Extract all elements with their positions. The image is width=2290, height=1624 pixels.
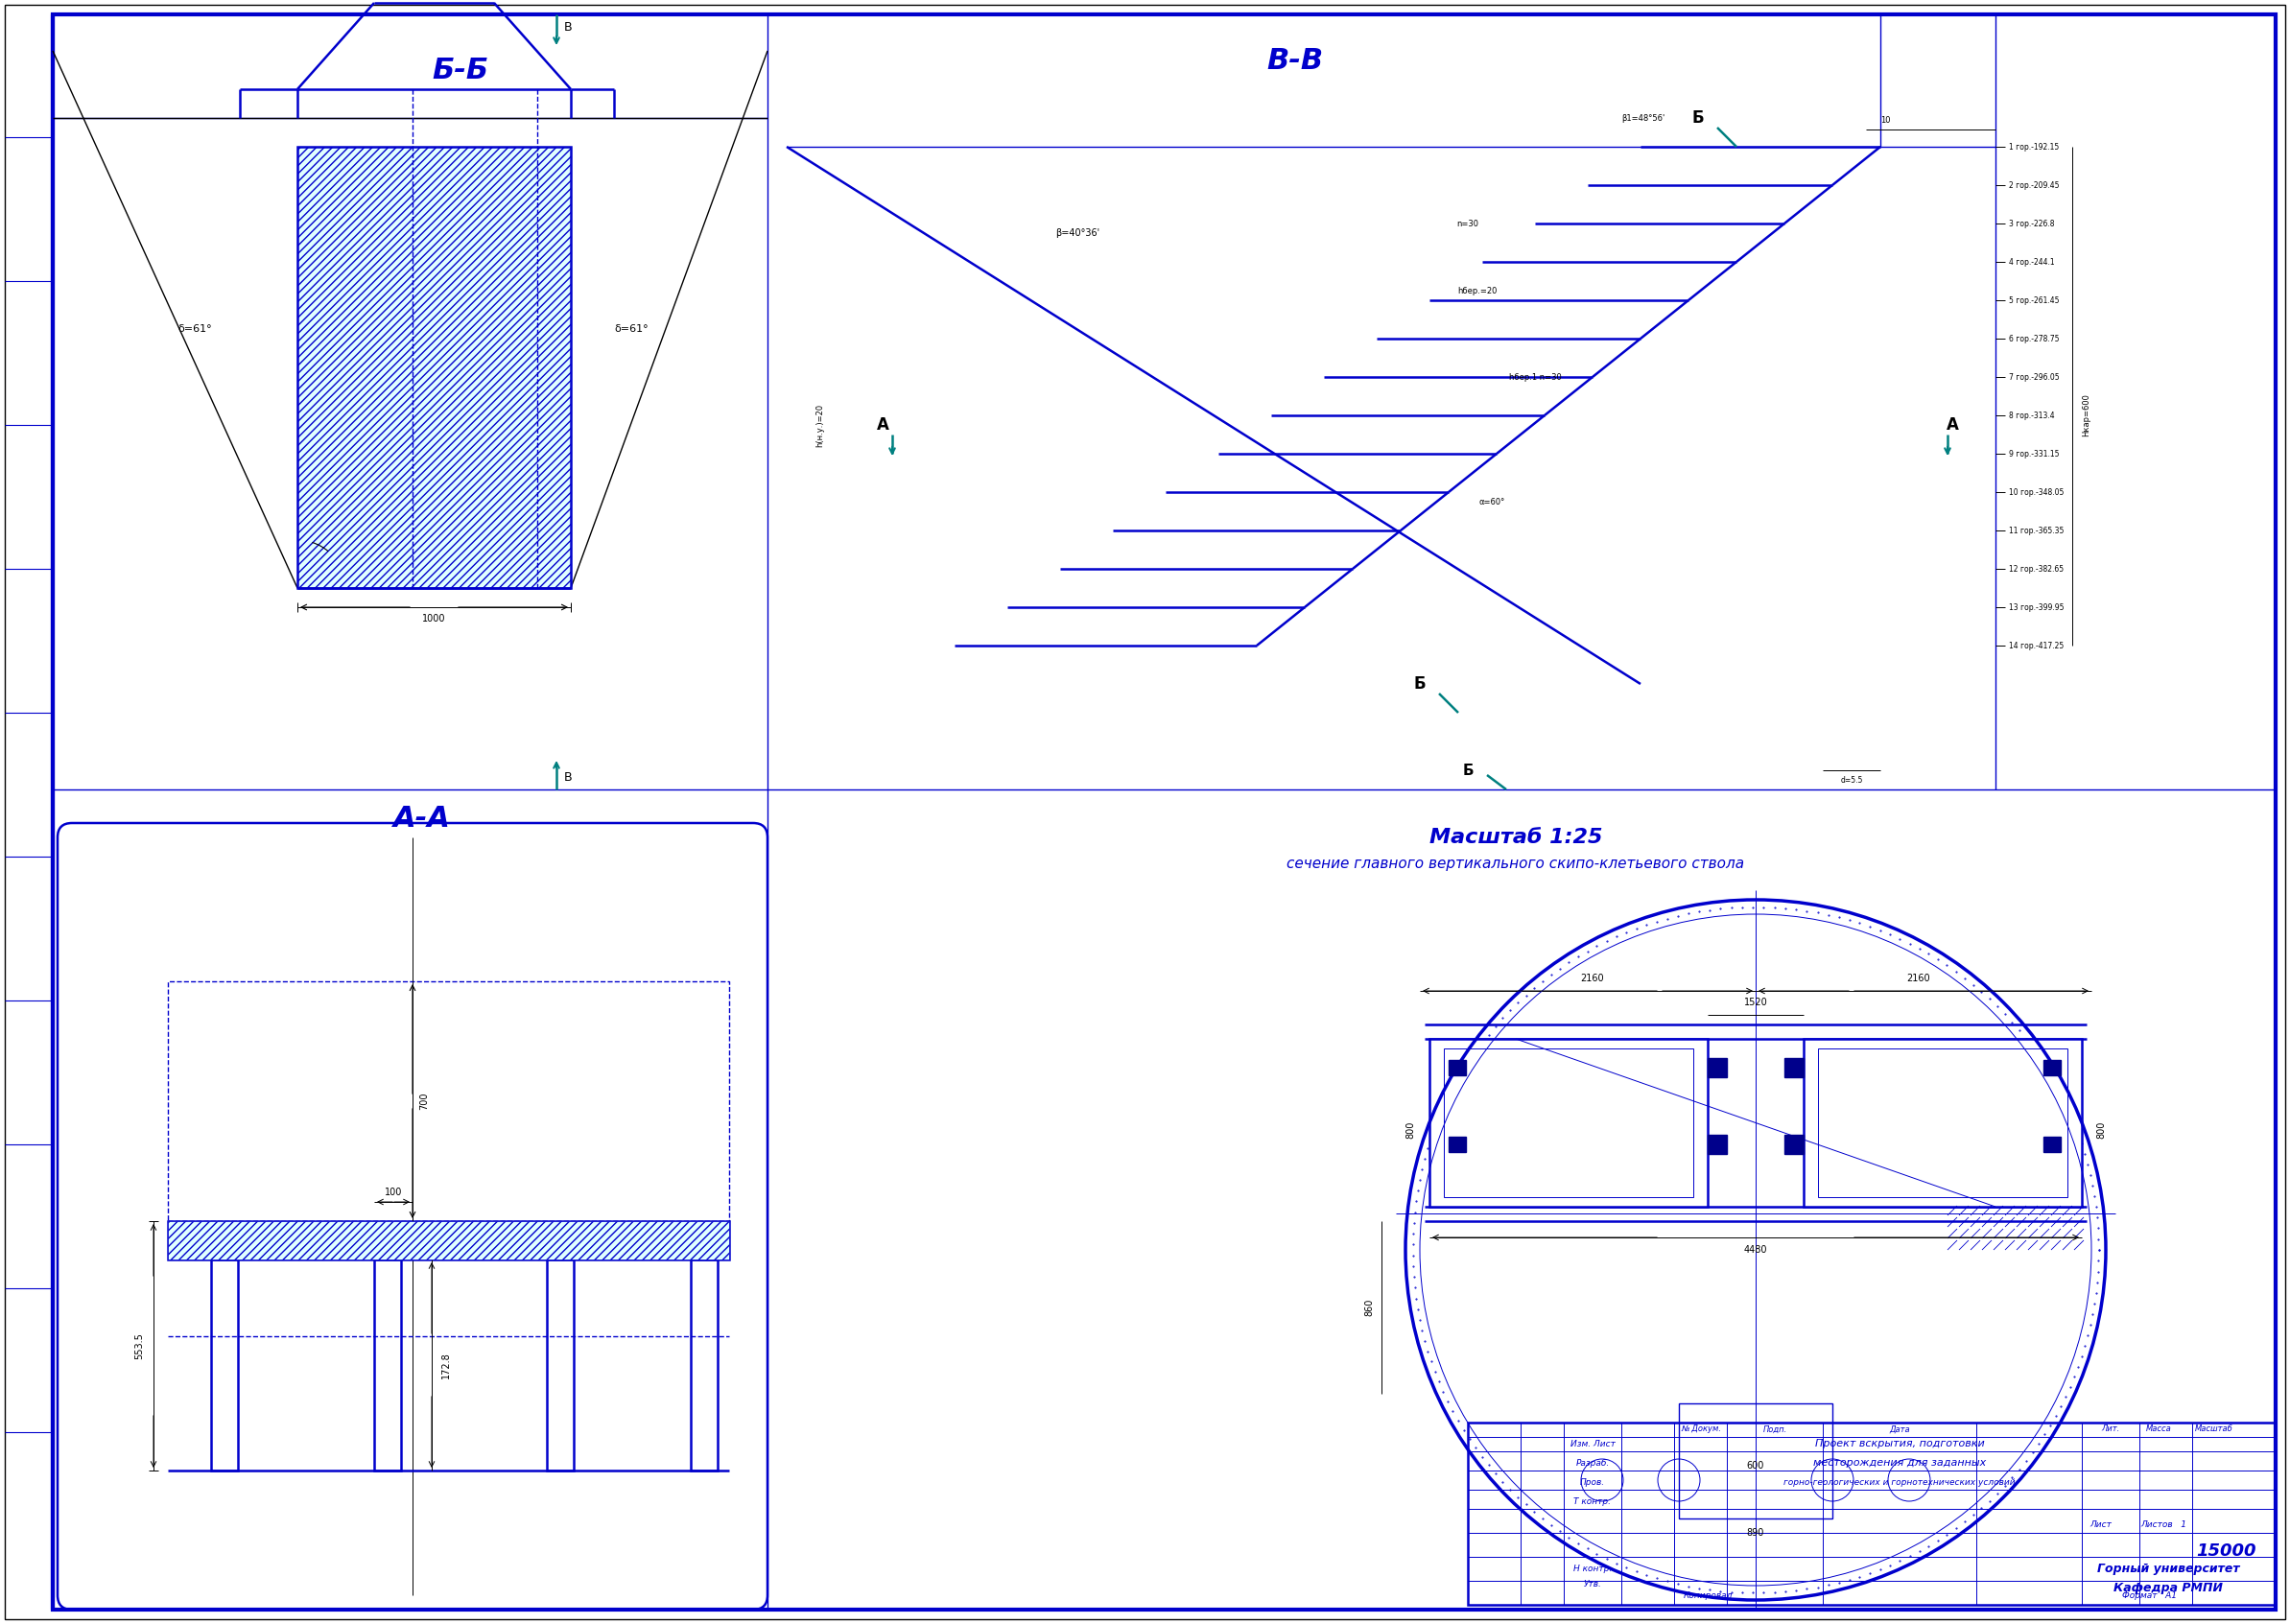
Text: 1520: 1520 — [1743, 997, 1768, 1007]
Text: h(н.у.)=20: h(н.у.)=20 — [815, 403, 824, 447]
Text: β1=48°56': β1=48°56' — [1621, 114, 1665, 122]
Text: месторождения для заданных: месторождения для заданных — [1814, 1458, 1985, 1468]
Text: Формат   А1: Формат А1 — [2121, 1592, 2175, 1600]
Text: Масштаб: Масштаб — [2196, 1424, 2233, 1434]
Text: 7 гор.-296.05: 7 гор.-296.05 — [2008, 372, 2059, 382]
Text: n=30: n=30 — [1456, 219, 1479, 227]
Text: 6 гор.-278.75: 6 гор.-278.75 — [2008, 335, 2059, 343]
Text: Т контр.: Т контр. — [1573, 1497, 1612, 1507]
Bar — [167, 1221, 728, 1260]
Text: 800: 800 — [1406, 1121, 1415, 1138]
Bar — [167, 981, 728, 1221]
Text: 860: 860 — [1365, 1299, 1374, 1317]
Text: 890: 890 — [1747, 1528, 1766, 1538]
Text: Подп.: Подп. — [1763, 1424, 1786, 1434]
Text: 600: 600 — [1747, 1462, 1766, 1470]
Bar — [1679, 1403, 1832, 1518]
Bar — [373, 1260, 401, 1470]
Text: Проект вскрытия, подготовки: Проект вскрытия, подготовки — [1814, 1439, 1985, 1449]
Text: Б: Б — [1463, 763, 1472, 778]
Text: 172.8: 172.8 — [442, 1351, 451, 1379]
Text: 14 гор.-417.25: 14 гор.-417.25 — [2008, 641, 2063, 650]
Bar — [1450, 1060, 1466, 1075]
Text: 100: 100 — [385, 1187, 403, 1197]
Text: Б: Б — [1413, 676, 1427, 692]
Bar — [1708, 1059, 1727, 1077]
Bar — [1784, 1135, 1805, 1155]
Text: 800: 800 — [2095, 1121, 2107, 1138]
Text: Лист: Лист — [2091, 1522, 2111, 1530]
Bar — [1805, 1039, 2082, 1207]
Text: 4 гор.-244.1: 4 гор.-244.1 — [2008, 258, 2054, 266]
Bar — [547, 1260, 575, 1470]
Text: Лит.: Лит. — [2102, 1424, 2121, 1434]
Bar — [1468, 1423, 2276, 1605]
Bar — [167, 1221, 728, 1260]
Text: 3 гор.-226.8: 3 гор.-226.8 — [2008, 219, 2054, 227]
Text: Утв.: Утв. — [1582, 1580, 1601, 1588]
Text: 2160: 2160 — [1908, 974, 1930, 983]
Text: Копировал: Копировал — [1683, 1592, 1731, 1600]
Text: Разраб.: Разраб. — [1576, 1460, 1610, 1468]
Text: А: А — [877, 416, 889, 434]
Bar — [1708, 1135, 1727, 1155]
Text: α=60°: α=60° — [1479, 497, 1505, 507]
Bar — [1450, 1137, 1466, 1151]
Text: 2160: 2160 — [1580, 974, 1605, 983]
Text: 12 гор.-382.65: 12 гор.-382.65 — [2008, 565, 2063, 573]
Text: 5 гор.-261.45: 5 гор.-261.45 — [2008, 296, 2059, 305]
Text: 10: 10 — [1880, 115, 1889, 123]
Text: 700: 700 — [419, 1093, 428, 1111]
Bar — [1443, 1049, 1692, 1197]
Text: Нкар=600: Нкар=600 — [2082, 395, 2091, 437]
Text: 10 гор.-348.05: 10 гор.-348.05 — [2008, 487, 2063, 497]
Text: hбер.=20: hбер.=20 — [1456, 286, 1498, 296]
Text: 8 гор.-313.4: 8 гор.-313.4 — [2008, 411, 2054, 419]
Bar — [2043, 1137, 2061, 1151]
Text: Б-Б: Б-Б — [433, 57, 488, 84]
Text: № Докум.: № Докум. — [1681, 1424, 1722, 1434]
Text: δ=61°: δ=61° — [614, 325, 648, 335]
Circle shape — [1406, 900, 2107, 1600]
Bar — [692, 1260, 717, 1470]
Text: А: А — [1946, 416, 1958, 434]
Bar — [1818, 1049, 2068, 1197]
Text: горно-геологических и горнотехнических условий: горно-геологических и горнотехнических у… — [1784, 1478, 2015, 1486]
Text: β=40°36': β=40°36' — [1056, 229, 1099, 237]
Text: В-В: В-В — [1266, 47, 1324, 75]
Text: Масштаб 1:25: Масштаб 1:25 — [1429, 828, 1603, 848]
Text: В: В — [563, 771, 572, 784]
Text: δ=61°: δ=61° — [179, 325, 211, 335]
Text: 2 гор.-209.45: 2 гор.-209.45 — [2008, 180, 2059, 190]
Text: hбер.1 n=30: hбер.1 n=30 — [1509, 372, 1562, 382]
Text: Кафедра РМПИ: Кафедра РМПИ — [2114, 1582, 2224, 1593]
Text: Дата: Дата — [1889, 1424, 1910, 1434]
Text: Пров.: Пров. — [1580, 1479, 1605, 1488]
Text: Б: Б — [1692, 109, 1704, 127]
Text: d=5.5: d=5.5 — [1841, 776, 1862, 784]
Text: Н контр.: Н контр. — [1573, 1564, 1612, 1572]
Text: 553.5: 553.5 — [135, 1332, 144, 1359]
Text: Изм. Лист: Изм. Лист — [1571, 1440, 1614, 1449]
Text: Листов   1: Листов 1 — [2141, 1522, 2187, 1530]
Text: 4480: 4480 — [1745, 1246, 1768, 1255]
Text: Масса: Масса — [2146, 1424, 2171, 1434]
Bar — [211, 1260, 238, 1470]
Text: сечение главного вертикального скипо-клетьевого ствола: сечение главного вертикального скипо-кле… — [1287, 857, 1745, 872]
Bar — [298, 146, 570, 588]
Text: 15000: 15000 — [2196, 1543, 2256, 1559]
Bar — [1429, 1039, 1708, 1207]
Text: 13 гор.-399.95: 13 гор.-399.95 — [2008, 603, 2063, 612]
Text: 1000: 1000 — [421, 614, 444, 624]
Bar — [1784, 1059, 1805, 1077]
Text: В: В — [563, 21, 572, 32]
Text: Горный университет: Горный университет — [2098, 1562, 2240, 1575]
Text: 1 гор.-192.15: 1 гор.-192.15 — [2008, 143, 2059, 151]
Text: А-А: А-А — [394, 804, 451, 831]
Text: 9 гор.-331.15: 9 гор.-331.15 — [2008, 450, 2059, 458]
Bar — [298, 146, 570, 588]
Text: 11 гор.-365.35: 11 гор.-365.35 — [2008, 526, 2063, 534]
Bar — [2043, 1060, 2061, 1075]
